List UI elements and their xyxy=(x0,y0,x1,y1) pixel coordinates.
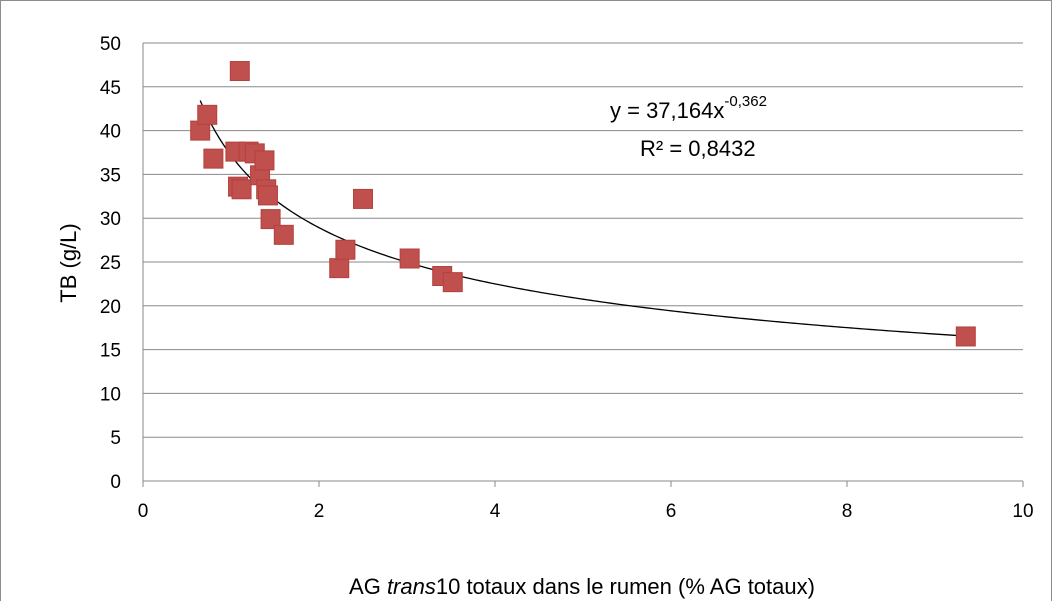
data-point xyxy=(399,248,420,269)
x-tick-label: 8 xyxy=(842,501,853,522)
data-point xyxy=(955,326,976,347)
r-squared-label: R² = 0,8432 xyxy=(640,136,756,161)
y-tick-label: 45 xyxy=(100,78,121,99)
y-tick-label: 25 xyxy=(100,253,121,274)
data-point xyxy=(231,179,252,200)
x-axis-title: AG trans10 totaux dans le rumen (% AG to… xyxy=(349,574,815,599)
trendline-equation: y = 37,164x-0,362 xyxy=(610,93,767,123)
data-point xyxy=(254,150,275,171)
data-point xyxy=(273,224,294,245)
data-point xyxy=(260,209,281,230)
data-point xyxy=(257,185,278,206)
y-axis-title: TB (g/L) xyxy=(56,223,81,302)
y-tick-label: 5 xyxy=(110,428,121,449)
y-tick-label: 15 xyxy=(100,341,121,362)
y-tick-label: 35 xyxy=(100,165,121,186)
data-point xyxy=(353,188,373,209)
x-tick-labels: 0 2 4 6 8 10 xyxy=(138,501,1034,522)
axes xyxy=(142,43,1024,487)
x-tick-label: 6 xyxy=(666,501,677,522)
y-tick-labels: 0 5 10 15 20 25 30 35 40 45 50 xyxy=(100,34,121,493)
data-points xyxy=(190,61,976,347)
data-point xyxy=(335,239,356,260)
y-tick-label: 40 xyxy=(100,122,121,143)
gridlines xyxy=(143,42,1023,438)
data-point xyxy=(229,61,250,82)
data-point xyxy=(442,272,463,293)
y-tick-label: 50 xyxy=(100,34,121,55)
y-tick-label: 10 xyxy=(100,384,121,405)
data-point xyxy=(203,148,224,169)
y-tick-label: 0 xyxy=(110,472,121,493)
y-tick-label: 30 xyxy=(100,209,121,230)
x-tick-label: 10 xyxy=(1012,501,1033,522)
data-point xyxy=(197,104,218,125)
x-tick-label: 2 xyxy=(314,501,325,522)
trendline-power xyxy=(199,100,966,337)
x-tick-label: 0 xyxy=(138,501,149,522)
y-tick-label: 20 xyxy=(100,297,121,318)
x-tick-label: 4 xyxy=(490,501,501,522)
data-point xyxy=(329,258,350,279)
